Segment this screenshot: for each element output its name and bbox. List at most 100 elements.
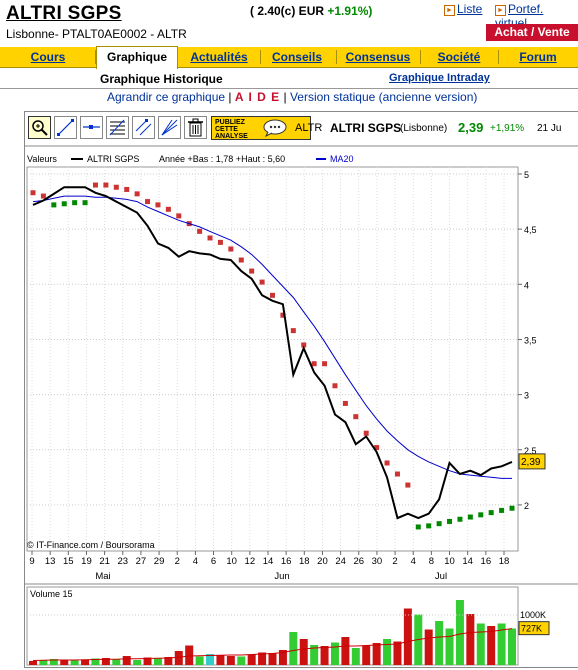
speech-bubble-icon (263, 119, 287, 137)
volume-bar (487, 626, 496, 665)
x-tick-label: 14 (263, 556, 274, 567)
fibonacci-tool[interactable] (106, 116, 129, 139)
publiez-analyse-button[interactable]: PUBLIEZ CETTE ANALYSE (211, 116, 311, 140)
volume-bar (330, 642, 339, 665)
chart-links: Agrandir ce graphique | A I D E | Versio… (107, 90, 477, 104)
y-tick-label: 3 (524, 391, 529, 401)
volume-bar (112, 659, 121, 665)
volume-bar (153, 658, 162, 665)
sar-point-up (72, 200, 78, 206)
toolbar-change: +1,91% (490, 123, 525, 134)
volume-bar (101, 658, 110, 665)
sar-point-up (457, 516, 463, 522)
tab-consensus[interactable]: Consensus (345, 50, 411, 64)
liste-link[interactable]: ► Liste (444, 2, 482, 16)
volume-last-box (518, 621, 550, 636)
volume-bar (424, 629, 433, 665)
legend-ma-name: MA20 (330, 154, 354, 164)
sar-point-up (478, 512, 484, 518)
sar-point-down (332, 383, 338, 389)
sar-point-up (488, 510, 494, 516)
volume-bar (206, 654, 215, 665)
horizontal-line-tool[interactable] (80, 116, 103, 139)
aide-link[interactable]: A I D E (234, 90, 281, 104)
trash-tool[interactable] (184, 116, 207, 139)
volume-bar (60, 660, 69, 665)
tab-societe[interactable]: Société (437, 50, 481, 64)
sar-point-down (301, 342, 307, 348)
sar-point-down (374, 445, 380, 451)
volume-bar (133, 660, 142, 665)
version-statique-link[interactable]: Version statique (289, 90, 376, 104)
legend-annee: Année +Bas : 1,78 +Haut : 5,60 (159, 154, 285, 164)
volume-bar (403, 608, 412, 665)
x-tick-label: 9 (29, 556, 34, 567)
stock-subtitle: Lisbonne- PTALT0AE0002 - ALTR (6, 27, 187, 41)
volume-bar (258, 652, 267, 665)
x-tick-label: 30 (372, 556, 383, 567)
horizontal-line-icon (83, 125, 100, 129)
volume-bar (393, 641, 402, 665)
volume-bar (49, 659, 58, 665)
legend-valeurs: Valeurs (27, 154, 57, 164)
x-tick-label: 12 (245, 556, 256, 567)
sar-point-down (249, 268, 255, 274)
tab-forum[interactable]: Forum (519, 50, 557, 64)
volume-bar (310, 645, 319, 665)
x-tick-label: 24 (335, 556, 346, 567)
publiez-text: ANALYSE (215, 133, 248, 140)
sar-point-down (363, 430, 369, 436)
sar-point-down (134, 191, 140, 197)
chart-credit: © IT-Finance.com / Boursorama (27, 540, 155, 550)
tab-divider (336, 50, 337, 64)
volume-bar (278, 650, 287, 665)
y-tick-label: 2,5 (524, 446, 537, 456)
agrandir-link[interactable]: Agrandir ce graphique (107, 90, 226, 104)
trendline-tool[interactable] (54, 116, 77, 139)
ancienne-version-link[interactable]: (ancienne version) (378, 90, 478, 104)
volume-ma-line (32, 628, 513, 661)
channel-icon (135, 119, 152, 136)
fan-tool[interactable] (158, 116, 181, 139)
tab-cours[interactable]: Cours (30, 50, 66, 64)
sar-point-down (155, 202, 161, 208)
tab-divider (95, 50, 96, 64)
toolbar-ticker: ALTR (295, 122, 323, 134)
volume-bar (81, 659, 90, 665)
sar-point-up (467, 514, 473, 520)
sar-point-down (384, 460, 390, 466)
subtab-intraday[interactable]: Graphique Intraday (389, 72, 490, 84)
publiez-text: PUBLIEZ (215, 119, 245, 126)
x-tick-label: 26 (353, 556, 364, 567)
volume-bar (237, 656, 246, 665)
zoom-tool[interactable] (28, 116, 51, 139)
x-tick-label: 18 (299, 556, 310, 567)
x-tick-label: 29 (154, 556, 165, 567)
tab-divider (498, 50, 499, 64)
x-tick-label: 27 (136, 556, 147, 567)
x-tick-label: 2 (175, 556, 180, 567)
sar-point-down (259, 279, 265, 285)
subtab-historique[interactable]: Graphique Historique (100, 72, 223, 86)
tab-actualites[interactable]: Actualités (190, 50, 248, 64)
sar-point-down (228, 246, 234, 252)
link-separator: | (228, 90, 232, 104)
y-tick-label: 3,5 (524, 335, 537, 345)
x-tick-label: 2 (392, 556, 397, 567)
sar-point-down (394, 471, 400, 477)
x-tick-label: 4 (193, 556, 198, 567)
y-tick-label: 4,5 (524, 225, 537, 235)
sar-point-down (405, 482, 411, 488)
volume-bar (497, 623, 506, 665)
y-tick-label: 2 (524, 501, 529, 511)
month-label: Jun (274, 571, 289, 582)
channel-tool[interactable] (132, 116, 155, 139)
tab-conseils[interactable]: Conseils (271, 50, 322, 64)
y-tick-label: 4 (524, 280, 529, 290)
stock-title: ALTRI SGPS (6, 3, 122, 24)
achat-vente-button[interactable]: Achat / Vente (486, 24, 578, 41)
tab-graphique[interactable]: Graphique (96, 46, 178, 69)
sar-point-down (40, 193, 46, 199)
x-tick-label: 4 (411, 556, 416, 567)
